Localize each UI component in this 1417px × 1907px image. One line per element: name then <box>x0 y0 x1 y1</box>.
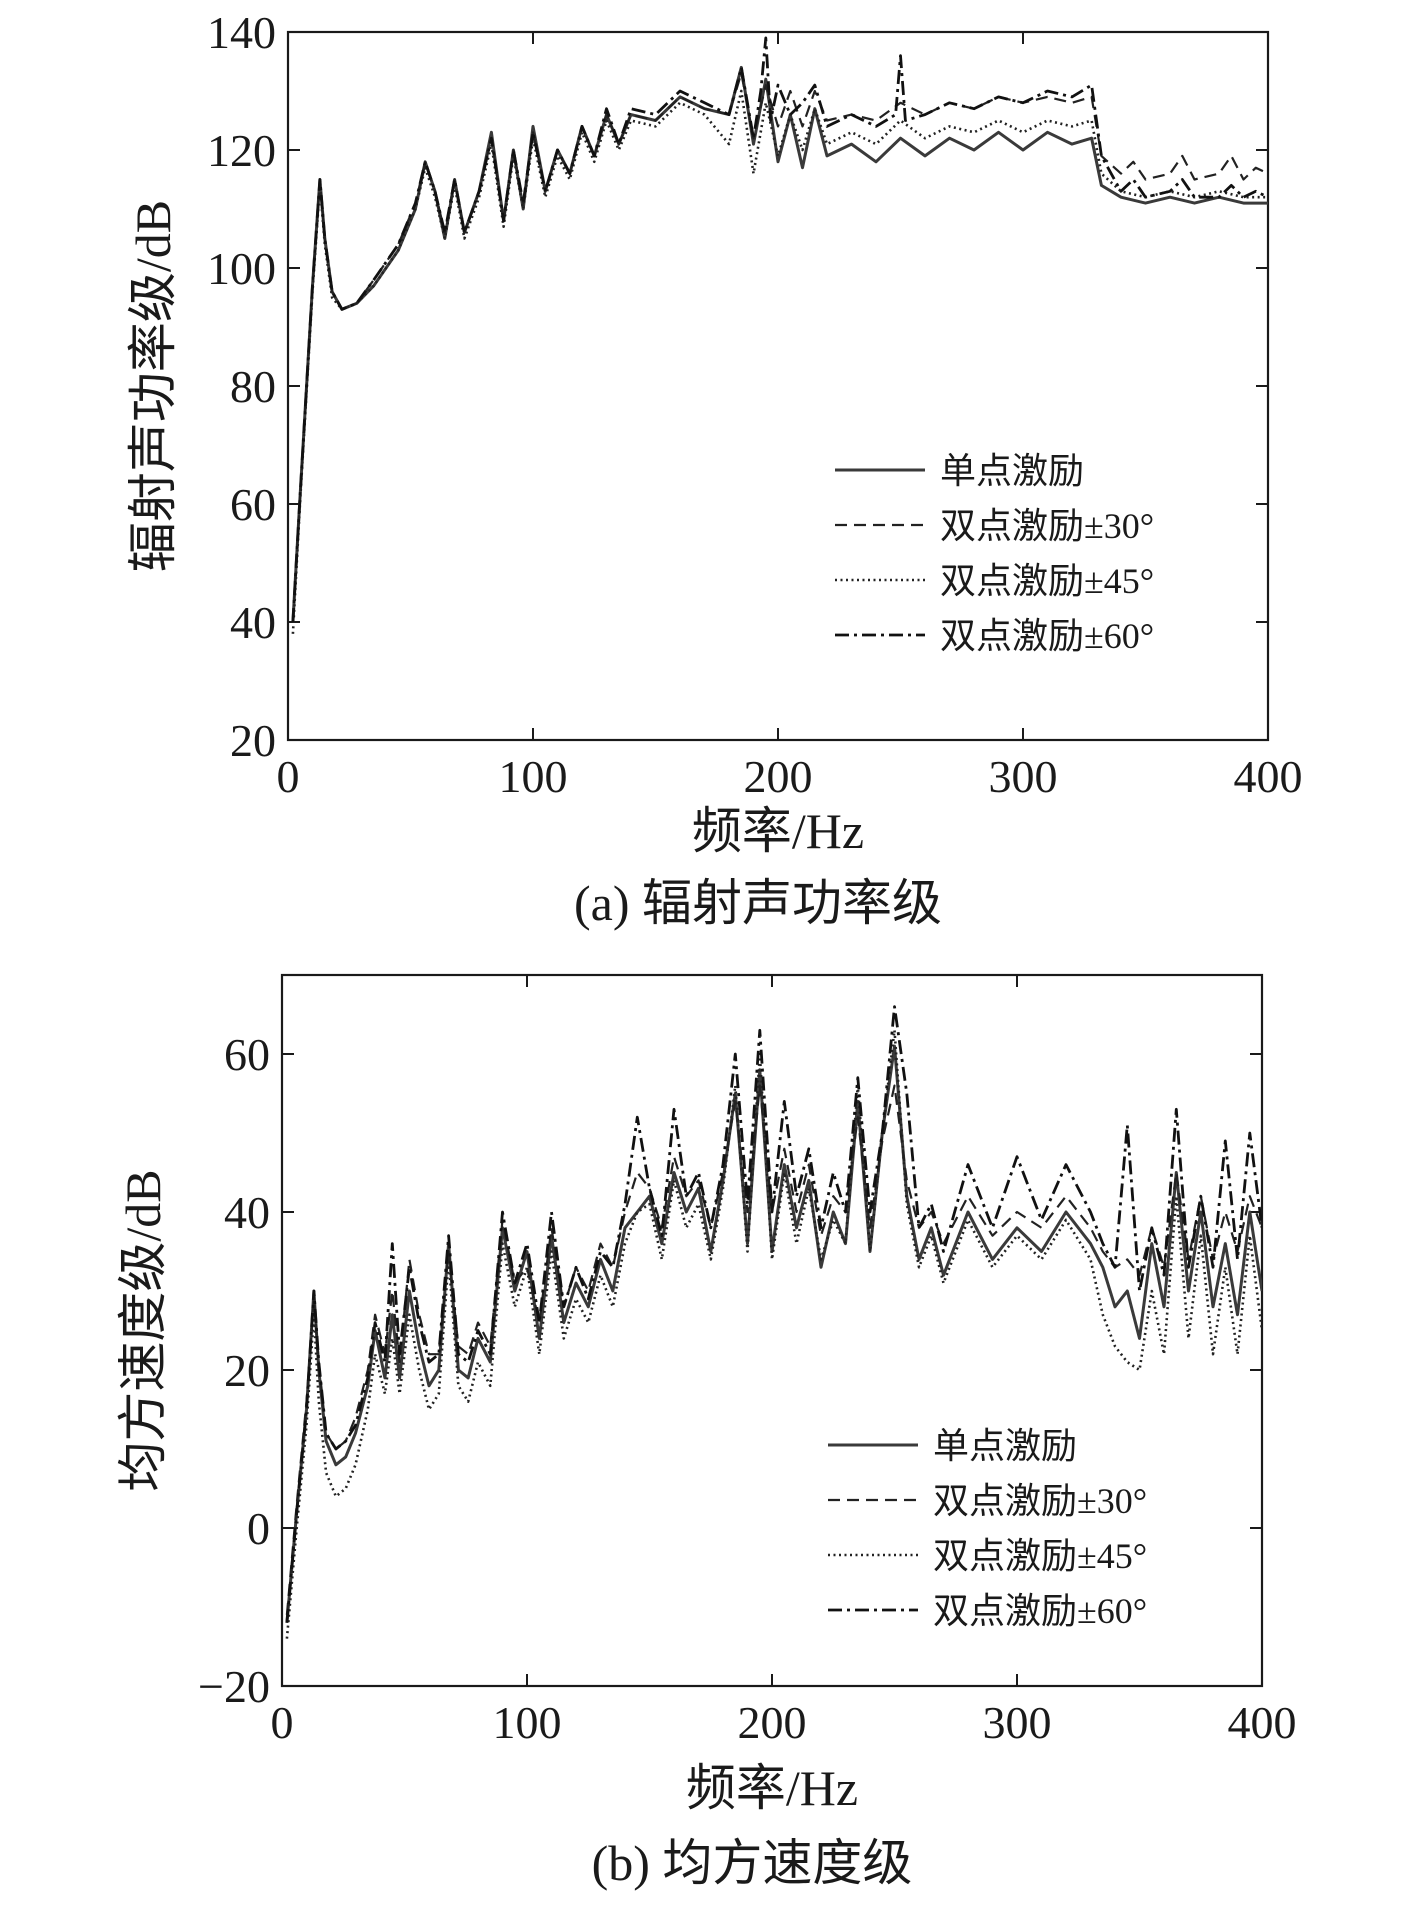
panel-caption: (a) 辐射声功率级 <box>574 875 942 931</box>
x-tick-label: 300 <box>983 1697 1052 1748</box>
series-line-dashed <box>285 1084 1262 1615</box>
y-tick-label: 100 <box>207 243 276 294</box>
legend-label: 双点激励±60° <box>940 616 1154 656</box>
x-tick-label: 200 <box>738 1697 807 1748</box>
y-tick-label: 40 <box>230 597 276 648</box>
legend-label: 双点激励±30° <box>933 1481 1147 1521</box>
y-tick-label: −20 <box>198 1661 270 1712</box>
y-tick-label: 140 <box>207 7 276 58</box>
legend-label: 双点激励±45° <box>933 1536 1147 1576</box>
x-tick-label: 300 <box>989 751 1058 802</box>
y-tick-label: 40 <box>224 1187 270 1238</box>
legend-label: 单点激励 <box>933 1426 1077 1466</box>
y-tick-label: 20 <box>224 1345 270 1396</box>
series-line-dotted <box>285 1029 1262 1639</box>
series-line-dashdot <box>285 1005 1262 1623</box>
y-tick-label: 120 <box>207 125 276 176</box>
y-tick-label: 60 <box>230 479 276 530</box>
legend-label: 双点激励±30° <box>940 506 1154 546</box>
legend-label: 单点激励 <box>940 451 1084 491</box>
x-tick-label: 200 <box>744 751 813 802</box>
y-tick-label: 60 <box>224 1029 270 1080</box>
series-line-dashdot <box>291 36 1268 623</box>
x-axis-label: 频率/Hz <box>686 1760 858 1816</box>
y-axis-label: 均方速度级/dB <box>115 1169 171 1491</box>
chart-panel-a: 20 40 60 80 100 120 140 0 100 200 300 400 频率/Hz 辐射声功率… <box>125 7 1303 931</box>
y-tick-label: 0 <box>247 1503 270 1554</box>
y-axis-label: 辐射声功率级/dB <box>125 200 181 572</box>
legend-label: 双点激励±60° <box>933 1591 1147 1631</box>
x-axis-label: 频率/Hz <box>692 803 864 859</box>
legend-label: 双点激励±45° <box>940 561 1154 601</box>
y-tick-label: 20 <box>230 715 276 766</box>
plot-frame <box>280 973 1264 1688</box>
series-line-dashed <box>291 72 1268 623</box>
y-tick-label: 80 <box>230 361 276 412</box>
series-line-solid <box>285 1044 1262 1623</box>
series-line-dotted <box>291 89 1268 634</box>
x-tick-label: 100 <box>499 751 568 802</box>
x-tick-label: 400 <box>1234 751 1303 802</box>
x-tick-label: 0 <box>271 1697 294 1748</box>
panel-caption: (b) 均方速度级 <box>592 1835 913 1891</box>
x-tick-label: 400 <box>1228 1697 1297 1748</box>
x-tick-label: 100 <box>493 1697 562 1748</box>
x-tick-label: 0 <box>277 751 300 802</box>
